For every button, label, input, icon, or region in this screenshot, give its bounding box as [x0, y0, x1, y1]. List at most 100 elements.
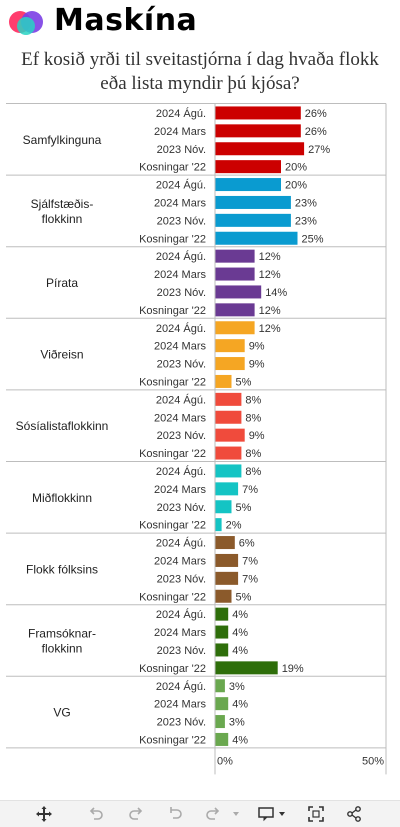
- bar: [215, 160, 281, 174]
- data-label: 4%: [232, 734, 248, 746]
- bar: [215, 553, 239, 567]
- data-label: 3%: [229, 717, 245, 729]
- row-label: 2023 Nóv.: [157, 359, 206, 371]
- data-label: 4%: [232, 609, 248, 621]
- data-label: 8%: [245, 394, 261, 406]
- bar: [215, 607, 229, 621]
- forward-icon[interactable]: [202, 804, 222, 824]
- bar: [215, 392, 242, 406]
- data-label: 3%: [229, 681, 245, 693]
- row-label: 2024 Mars: [154, 269, 206, 281]
- group-label: flokkinn: [42, 642, 83, 656]
- bar: [215, 715, 225, 729]
- data-label: 19%: [282, 663, 304, 675]
- data-label: 4%: [232, 627, 248, 639]
- bar: [215, 500, 232, 514]
- bar: [215, 249, 255, 263]
- bar: [215, 732, 229, 746]
- bar: [215, 625, 229, 639]
- data-label: 12%: [259, 251, 281, 263]
- group-label: Miðflokkinn: [32, 491, 92, 505]
- data-label: 7%: [242, 573, 258, 585]
- bar: [215, 231, 298, 245]
- row-label: 2024 Mars: [154, 197, 206, 209]
- data-label: 9%: [249, 359, 265, 371]
- row-label: 2023 Nóv.: [157, 430, 206, 442]
- data-label: 8%: [245, 412, 261, 424]
- bar: [215, 589, 232, 603]
- row-label: Kosningar '22: [139, 591, 206, 603]
- row-label: 2024 Ágú.: [156, 393, 206, 406]
- bar: [215, 178, 281, 192]
- data-label: 5%: [236, 376, 252, 388]
- row-label: 2024 Ágú.: [156, 608, 206, 621]
- bar: [215, 142, 305, 156]
- row-label: 2024 Mars: [154, 699, 206, 711]
- bar: [215, 124, 301, 138]
- data-label: 20%: [285, 162, 307, 174]
- data-label: 14%: [265, 287, 287, 299]
- row-label: 2023 Nóv.: [157, 287, 206, 299]
- bar: [215, 428, 245, 442]
- row-label: Kosningar '22: [139, 305, 206, 317]
- brand-name: Maskína: [54, 3, 198, 38]
- bar: [215, 303, 255, 317]
- move-icon[interactable]: [34, 804, 54, 824]
- row-label: 2024 Mars: [154, 484, 206, 496]
- data-label: 8%: [245, 448, 261, 460]
- row-label: 2023 Nóv.: [157, 717, 206, 729]
- data-label: 12%: [259, 305, 281, 317]
- data-label: 23%: [295, 215, 317, 227]
- data-label: 9%: [249, 341, 265, 353]
- bar: [215, 446, 242, 460]
- comment-icon[interactable]: [256, 804, 276, 824]
- redo-icon[interactable]: [126, 804, 146, 824]
- bar: [215, 464, 242, 478]
- bar: [215, 571, 239, 585]
- row-label: 2024 Mars: [154, 555, 206, 567]
- group-label: Framsóknar-: [28, 627, 96, 641]
- row-label: Kosningar '22: [139, 233, 206, 245]
- reset-icon[interactable]: [166, 804, 186, 824]
- bar: [215, 285, 262, 299]
- undo-icon[interactable]: [86, 804, 106, 824]
- data-label: 25%: [302, 233, 324, 245]
- bar: [215, 482, 239, 496]
- chart-title: Ef kosið yrði til sveitastjórna í dag hv…: [21, 49, 379, 94]
- bar: [215, 536, 235, 550]
- row-label: 2024 Mars: [154, 627, 206, 639]
- share-icon[interactable]: [344, 804, 364, 824]
- chevron-down-icon[interactable]: [230, 804, 242, 824]
- group-label: Viðreisn: [40, 348, 83, 362]
- bar: [215, 357, 245, 371]
- bar: [215, 267, 255, 281]
- group-label: VG: [53, 706, 70, 720]
- data-label: 26%: [305, 108, 327, 120]
- group-label: Sósíalistaflokkinn: [16, 419, 109, 433]
- bar: [215, 643, 229, 657]
- group-label: Pírata: [46, 276, 78, 290]
- bar: [215, 697, 229, 711]
- data-label: 20%: [285, 180, 307, 192]
- bar: [215, 321, 255, 335]
- data-label: 8%: [245, 466, 261, 478]
- fullscreen-icon[interactable]: [306, 804, 326, 824]
- data-label: 5%: [236, 591, 252, 603]
- row-label: 2023 Nóv.: [157, 573, 206, 585]
- x-tick-label: 0%: [217, 755, 233, 767]
- bar: [215, 410, 242, 424]
- toolbar: [0, 800, 400, 827]
- row-label: 2023 Nóv.: [157, 645, 206, 657]
- bar: [215, 195, 291, 209]
- data-label: 9%: [249, 430, 265, 442]
- bar: [215, 661, 278, 675]
- row-label: 2023 Nóv.: [157, 502, 206, 514]
- chevron-down-icon[interactable]: [276, 804, 288, 824]
- row-label: Kosningar '22: [139, 520, 206, 532]
- bar: [215, 213, 291, 227]
- row-label: 2024 Ágú.: [156, 250, 206, 263]
- row-label: 2024 Ágú.: [156, 107, 206, 120]
- data-label: 7%: [242, 555, 258, 567]
- bar: [215, 679, 225, 693]
- row-label: 2024 Ágú.: [156, 179, 206, 192]
